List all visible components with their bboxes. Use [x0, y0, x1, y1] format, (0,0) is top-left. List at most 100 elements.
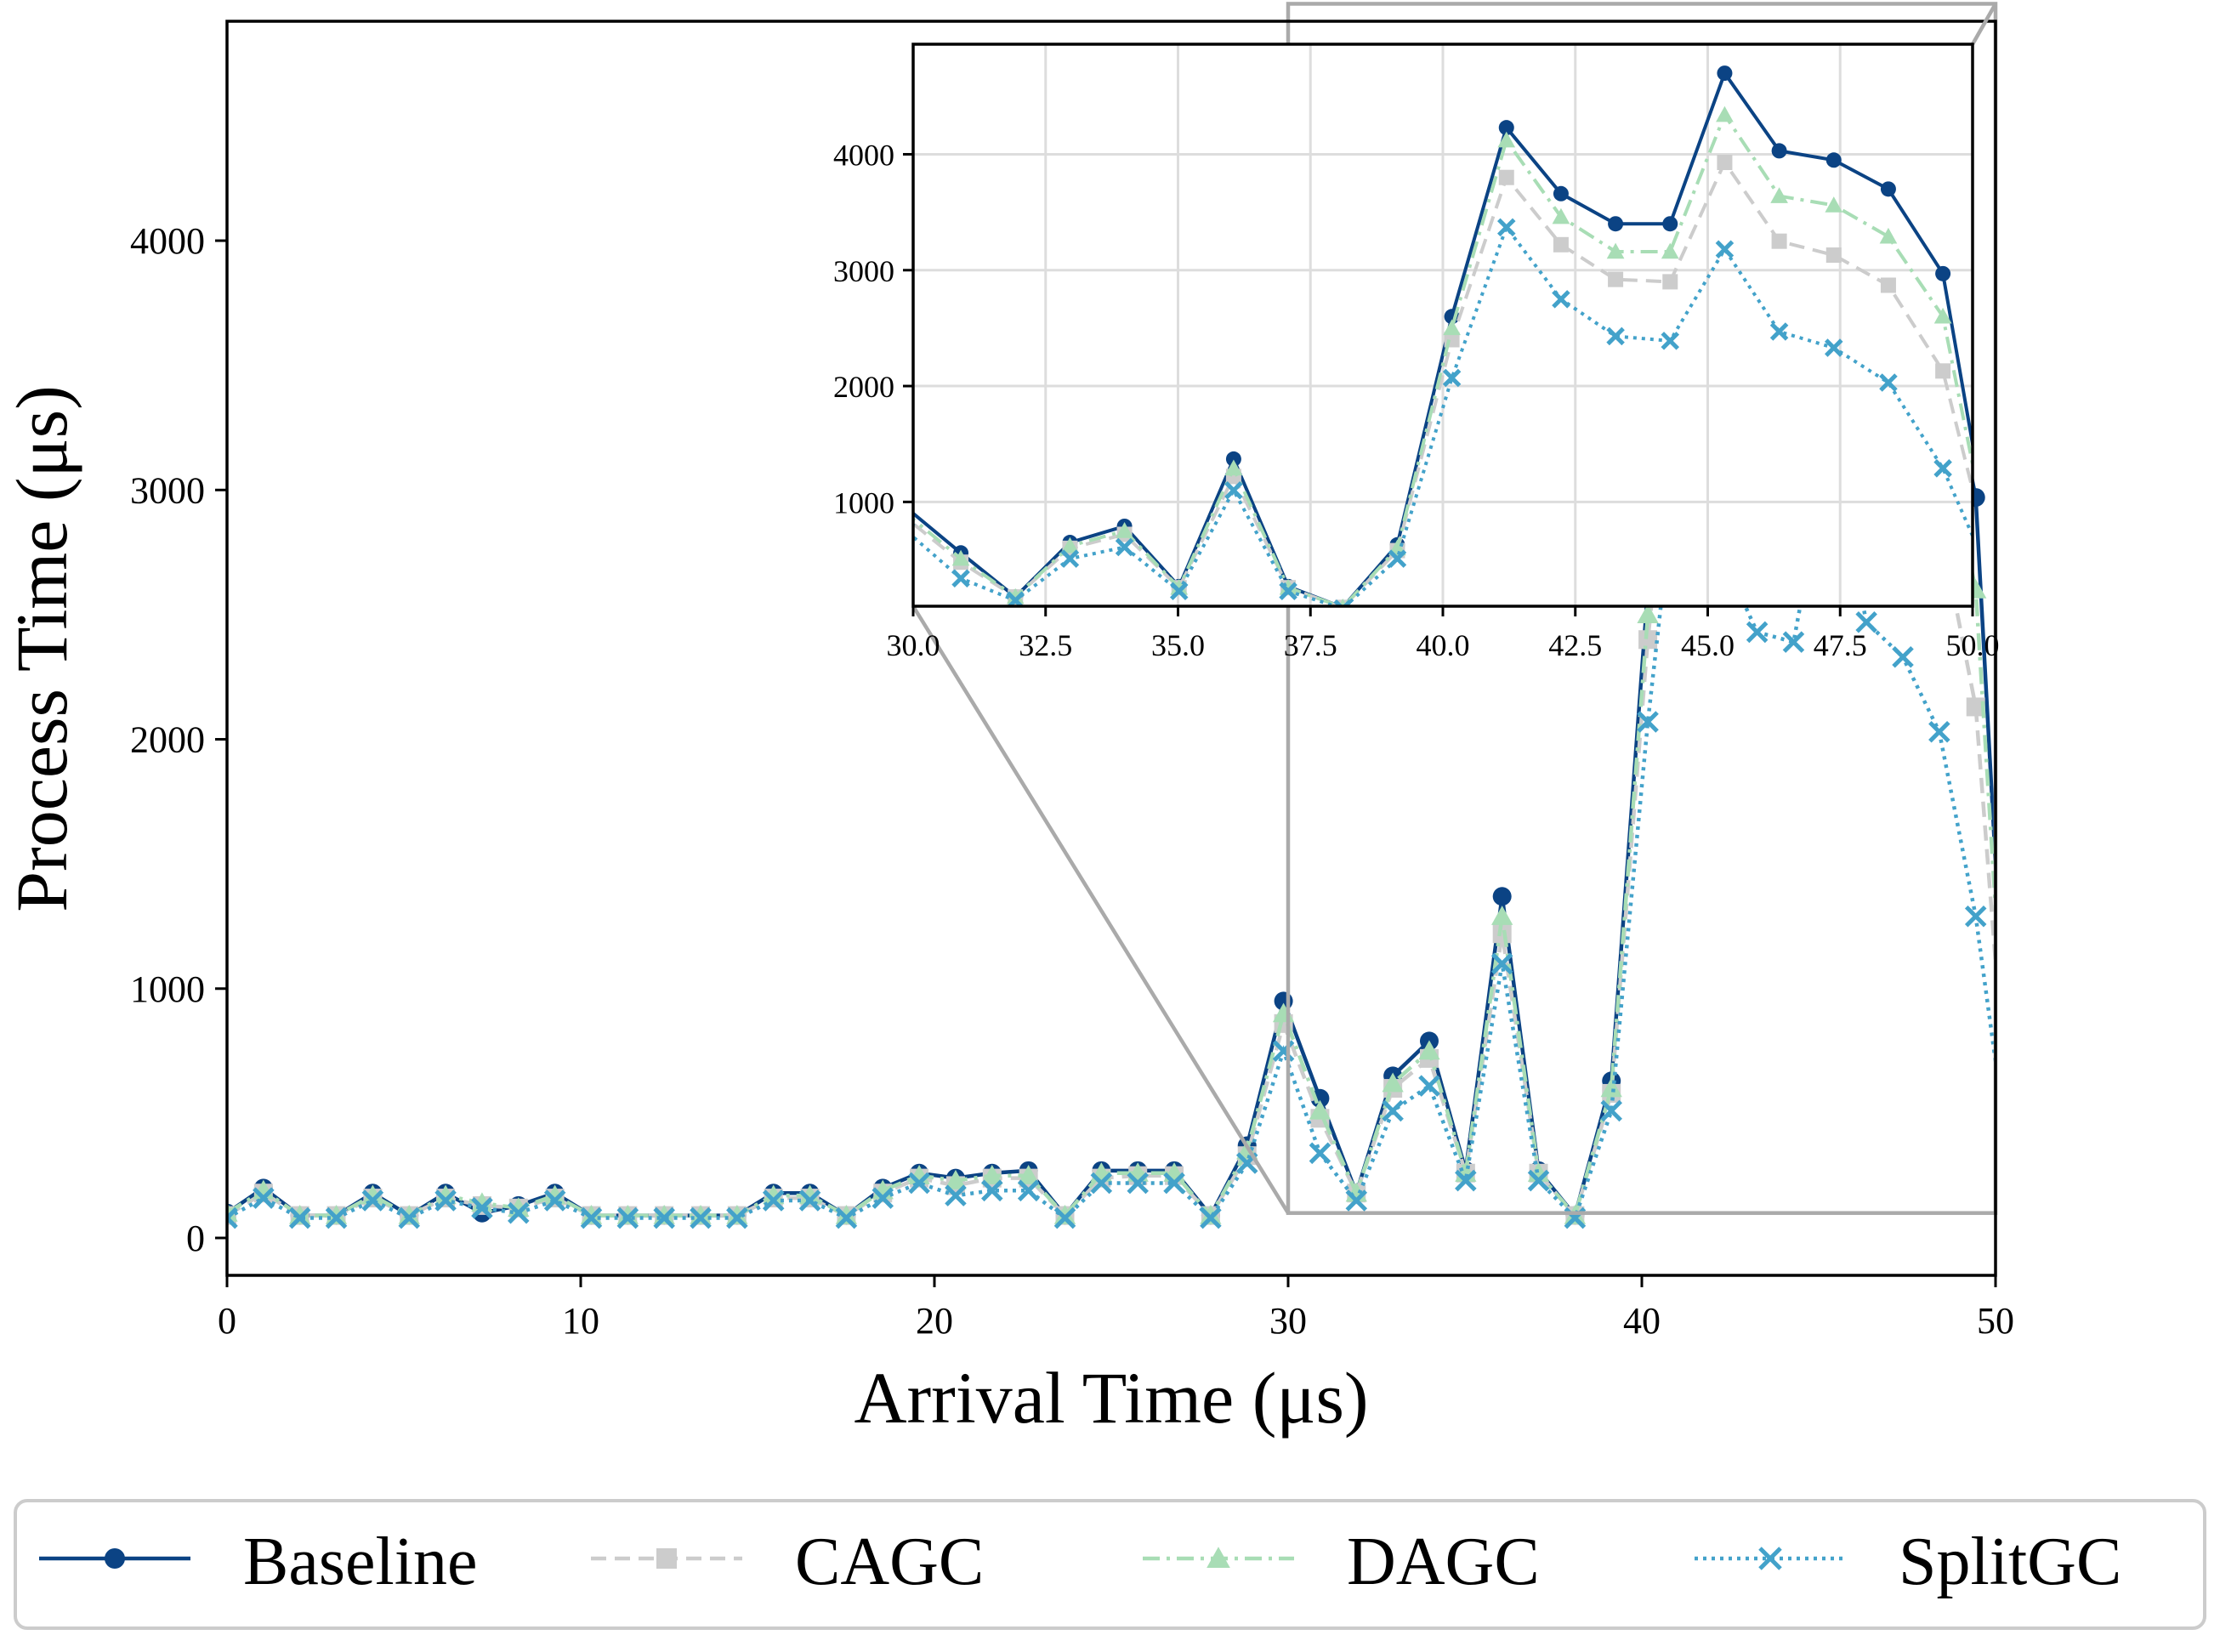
marker-stroke — [1345, 1189, 1368, 1212]
data-point — [1825, 196, 1843, 213]
marker-stroke — [981, 1179, 1003, 1202]
data-point — [1825, 338, 1843, 357]
marker-stroke — [913, 534, 916, 540]
legend-label: Baseline — [243, 1524, 477, 1599]
data-point — [1880, 277, 1896, 293]
marker-stroke — [1279, 582, 1297, 601]
y-tick-label: 3000 — [130, 469, 205, 511]
marker-stroke — [1418, 1075, 1440, 1097]
data-point — [1382, 1099, 1404, 1122]
series-line — [913, 158, 1973, 606]
main-plot-area: 0 10 20 30 40 50 0 1000 2000 3000 4000 — [130, 2, 2023, 1342]
x-tick-label: 20 — [916, 1300, 953, 1342]
marker-stroke — [1388, 549, 1407, 568]
marker-stroke — [361, 1189, 384, 1212]
data-point — [1442, 368, 1462, 388]
data-point — [471, 1197, 493, 1219]
data-point — [1163, 1172, 1185, 1195]
x-tick-label: 10 — [562, 1300, 599, 1342]
data-point — [1492, 887, 1512, 906]
marker-stroke — [1964, 905, 1987, 928]
marker-stroke — [1090, 1172, 1113, 1195]
x-tick-label: 30 — [1269, 1300, 1307, 1342]
data-point — [913, 522, 916, 540]
data-point — [1989, 579, 2007, 595]
data-point — [981, 1179, 1003, 1202]
inset-x-tick-label: 50.0 — [1946, 628, 2000, 662]
data-point — [1060, 549, 1080, 568]
zoom-connector-line — [1971, 3, 1997, 46]
marker-stroke — [951, 569, 970, 588]
data-point — [1990, 582, 2005, 597]
data-point — [1879, 227, 1898, 244]
marker-stroke — [1382, 1099, 1404, 1122]
data-point — [1770, 187, 1788, 203]
data-point — [1127, 1172, 1149, 1195]
data-point — [1553, 236, 1569, 253]
marker-stroke — [1552, 290, 1570, 309]
legend-label: SplitGC — [1899, 1524, 2121, 1599]
data-point — [1496, 218, 1516, 237]
data-point — [1116, 522, 1133, 538]
data-point — [1491, 905, 1513, 925]
data-point — [253, 1187, 275, 1209]
data-point — [1769, 322, 1789, 341]
data-point — [653, 1206, 675, 1229]
marker-stroke — [1990, 585, 2005, 600]
data-point — [543, 1184, 566, 1205]
data-point — [835, 1204, 858, 1224]
inset-y-tick-label: 2000 — [833, 370, 894, 404]
data-point — [1455, 1169, 1477, 1192]
data-point — [325, 1206, 348, 1229]
data-point — [1333, 599, 1353, 606]
marker-stroke — [2003, 1174, 2022, 1193]
marker-stroke — [798, 1189, 821, 1212]
data-point — [1933, 459, 1952, 478]
data-point — [1771, 233, 1787, 249]
data-point — [1490, 952, 1513, 975]
data-point — [2001, 1162, 2023, 1182]
data-point — [1053, 1204, 1076, 1224]
marker-stroke — [253, 1187, 275, 1209]
data-point — [1388, 549, 1407, 568]
data-point — [1879, 373, 1898, 392]
data-point — [1553, 185, 1569, 202]
inset-series-dagc — [913, 105, 2007, 606]
data-point — [398, 1206, 421, 1229]
data-point — [1115, 537, 1134, 557]
marker-stroke — [1879, 373, 1898, 392]
data-point — [1527, 1169, 1550, 1192]
legend-marker — [656, 1548, 677, 1569]
data-point — [951, 569, 970, 588]
marker-stroke — [1769, 322, 1789, 341]
data-point — [798, 1184, 821, 1205]
data-point — [2003, 1161, 2022, 1180]
data-point — [1418, 1075, 1440, 1097]
data-point — [1345, 1189, 1368, 1212]
y-tick-label: 0 — [186, 1218, 205, 1259]
data-point — [1608, 216, 1624, 232]
data-point — [835, 1206, 858, 1229]
marker-stroke — [726, 1206, 748, 1229]
marker-stroke — [1892, 645, 1914, 668]
marker-stroke — [1661, 332, 1680, 350]
marker-stroke — [1527, 1169, 1550, 1192]
data-point — [1225, 451, 1241, 467]
data-point — [951, 549, 970, 566]
marker-stroke — [1855, 610, 1877, 633]
marker-stroke — [1928, 720, 1950, 743]
legend-item-dagc: DAGC — [1143, 1524, 1540, 1599]
data-point — [726, 1206, 748, 1229]
x-tick-label: 40 — [1623, 1300, 1661, 1342]
legend-marker — [105, 1548, 125, 1569]
marker-stroke — [1169, 582, 1189, 601]
data-point — [1200, 1204, 1222, 1224]
marker-stroke — [762, 1189, 785, 1212]
data-point — [1498, 169, 1514, 185]
data-point — [1771, 143, 1787, 159]
data-point — [1006, 588, 1025, 605]
data-point — [1638, 630, 1658, 650]
legend-marker — [1758, 1547, 1782, 1570]
